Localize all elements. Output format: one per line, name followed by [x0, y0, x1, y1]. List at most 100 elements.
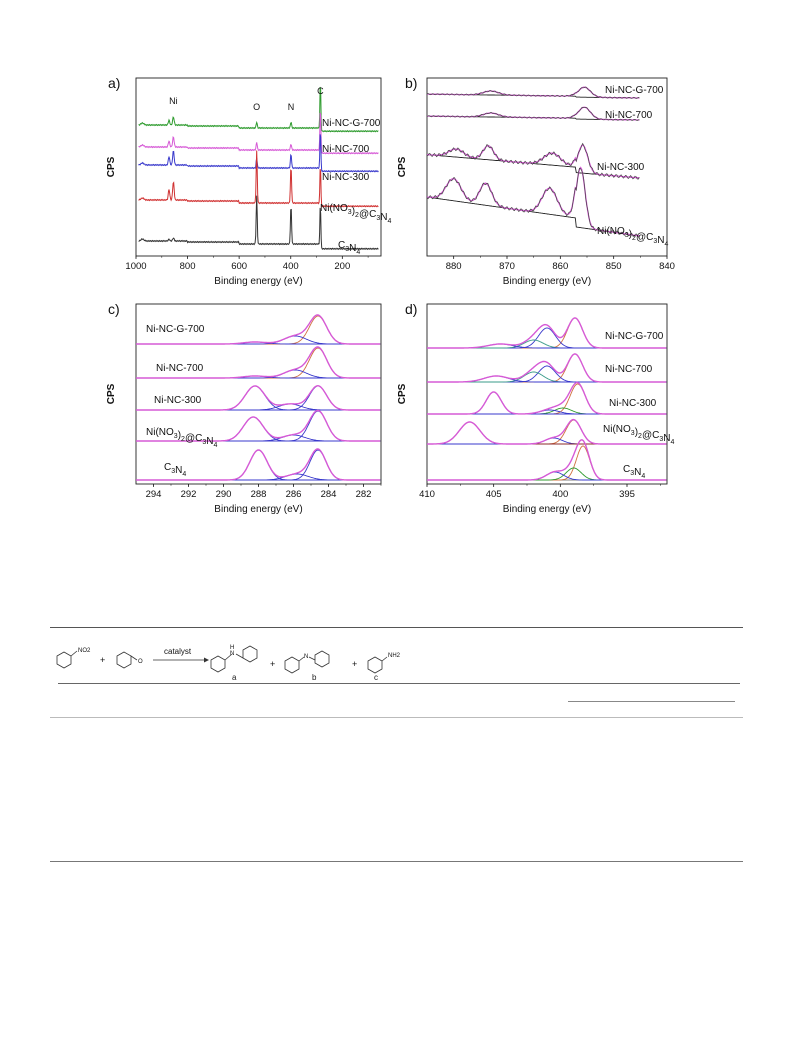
component-peak-line [136, 449, 381, 481]
reaction-scheme: NO2 + O catalyst H N [50, 635, 743, 685]
panel-b-svg: 880 870 860 850 840 Binding energy (eV) CPS b) N… [397, 75, 675, 287]
x-axis-label: Binding energy (eV) [214, 276, 302, 287]
y-axis-label: CPS [397, 383, 408, 404]
x-tick-label: 282 [356, 489, 372, 500]
x-tick-label: 400 [552, 489, 568, 500]
panel-label: d) [405, 301, 417, 317]
reaction-arrow: catalyst [153, 647, 209, 663]
fit-envelope-line [427, 381, 667, 415]
fit-envelope-line [136, 448, 381, 481]
table-body-rule [50, 717, 743, 718]
x-tick-label: 410 [419, 489, 435, 500]
survey-spectrum-line [138, 134, 379, 173]
product-a-h: H [230, 645, 234, 651]
component-peak-line [427, 375, 667, 383]
product-c-structure: NH2 [367, 653, 401, 674]
product-letter-a: a [232, 673, 237, 682]
curve-label: Ni(NO3)2@C3N4 [597, 226, 668, 248]
fit-envelope-line [136, 409, 381, 442]
peak-label-o: O [253, 102, 260, 112]
table-bottom-rule [50, 861, 743, 862]
fit-envelope-line [426, 144, 640, 179]
curve-label: Ni(NO3)2@C3N4 [603, 424, 674, 446]
x-tick-label: 395 [619, 489, 635, 500]
x-tick-label: 850 [606, 261, 622, 272]
peak-label-ni: Ni [169, 96, 178, 106]
table-top-rule [50, 627, 743, 628]
fit-envelope-line [427, 317, 667, 349]
x-tick-label: 840 [659, 261, 675, 272]
curve-label: Ni-NC-700 [322, 144, 370, 155]
x-tick-label: 870 [499, 261, 515, 272]
product-a-structure: H N [210, 645, 258, 673]
x-tick-label: 288 [251, 489, 267, 500]
panel-d-n1s: 410 405 400 395 Binding energy (eV) CPS d) Ni-N… [397, 298, 687, 528]
fit-envelope-line [136, 384, 381, 411]
curve-label: Ni-NC-300 [609, 398, 657, 409]
panel-d-svg: 410 405 400 395 Binding energy (eV) CPS d) Ni-N… [397, 301, 674, 515]
curve-label: Ni-NC-700 [156, 363, 204, 374]
x-tick-label: 860 [552, 261, 568, 272]
catalyst-label: catalyst [164, 647, 192, 656]
x-tick-label: 294 [146, 489, 162, 500]
x-axis-label: Binding energy (eV) [503, 504, 591, 515]
y-axis-label: CPS [106, 156, 117, 177]
aldehyde-o-label: O [138, 659, 143, 665]
survey-spectrum-line [138, 86, 379, 133]
y-axis-label: CPS [106, 383, 117, 404]
benzaldehyde-structure: O [116, 651, 143, 669]
x-tick-label: 405 [486, 489, 502, 500]
x-tick-label: 600 [231, 261, 247, 272]
peak-label-n: N [288, 102, 295, 112]
panel-a-svg: 1000 800 600 400 200 Binding energy (eV) CPS a)… [106, 75, 391, 287]
curve-label: Ni-NC-G-700 [322, 118, 381, 129]
panel-label: a) [108, 75, 120, 91]
amine-label: NH2 [388, 653, 401, 659]
curve-label: Ni(NO3)2@C3N4 [146, 427, 217, 449]
reaction-table: NO2 + O catalyst H N [50, 627, 743, 862]
x-tick-label: 400 [283, 261, 299, 272]
component-peak-line [136, 449, 381, 481]
panel-a-survey: 1000 800 600 400 200 Binding energy (eV) CPS a)… [100, 72, 391, 297]
x-tick-label: 1000 [125, 261, 146, 272]
curve-label: Ni-NC-G-700 [605, 331, 664, 342]
peak-label-c: C [317, 86, 324, 96]
panel-c-svg: 294 292 290 288 286 284 282 Binding energy (eV)… [106, 301, 382, 515]
fit-envelope-line [136, 314, 381, 345]
raw-spectrum-line [426, 86, 640, 99]
raw-spectrum-line [426, 167, 640, 238]
raw-spectrum-line [426, 106, 640, 121]
x-axis-label: Binding energy (eV) [214, 504, 302, 515]
fit-envelope-line [427, 418, 667, 445]
panel-label: c) [108, 301, 120, 317]
x-tick-label: 292 [181, 489, 197, 500]
component-peak-line [136, 335, 381, 345]
curve-label: Ni-NC-G-700 [605, 85, 664, 96]
x-axis-label: Binding energy (eV) [503, 276, 591, 287]
plot-frame [426, 77, 668, 257]
curve-label: Ni-NC-700 [605, 110, 653, 121]
x-tick-label: 800 [180, 261, 196, 272]
fit-envelope-line [427, 439, 667, 481]
reaction-scheme-svg: NO2 + O catalyst H N [56, 645, 401, 674]
product-b-structure: N [284, 650, 330, 674]
fit-envelope-line [427, 353, 667, 383]
nitrobenzene-structure: NO2 [56, 648, 91, 669]
table-subheader-rule [568, 701, 735, 702]
raw-spectrum-line [426, 142, 640, 180]
fit-envelope-line [136, 346, 381, 379]
curve-label: Ni(NO3)2@C3N4 [320, 203, 391, 225]
table-header-rule [58, 683, 740, 684]
x-tick-label: 290 [216, 489, 232, 500]
product-a-n: N [230, 651, 234, 657]
curve-label: Ni-NC-300 [154, 395, 202, 406]
panel-b-ni2p: 880 870 860 850 840 Binding energy (eV) CPS b) N… [397, 72, 687, 297]
survey-spectrum-line [138, 150, 379, 208]
y-axis-label: CPS [397, 156, 408, 177]
x-tick-label: 880 [446, 261, 462, 272]
curve-label: C3N4 [338, 240, 360, 256]
curve-label: Ni-NC-700 [605, 364, 653, 375]
nitro-label: NO2 [78, 648, 91, 654]
plot-frame [426, 303, 668, 485]
product-b-n: N [304, 654, 308, 660]
